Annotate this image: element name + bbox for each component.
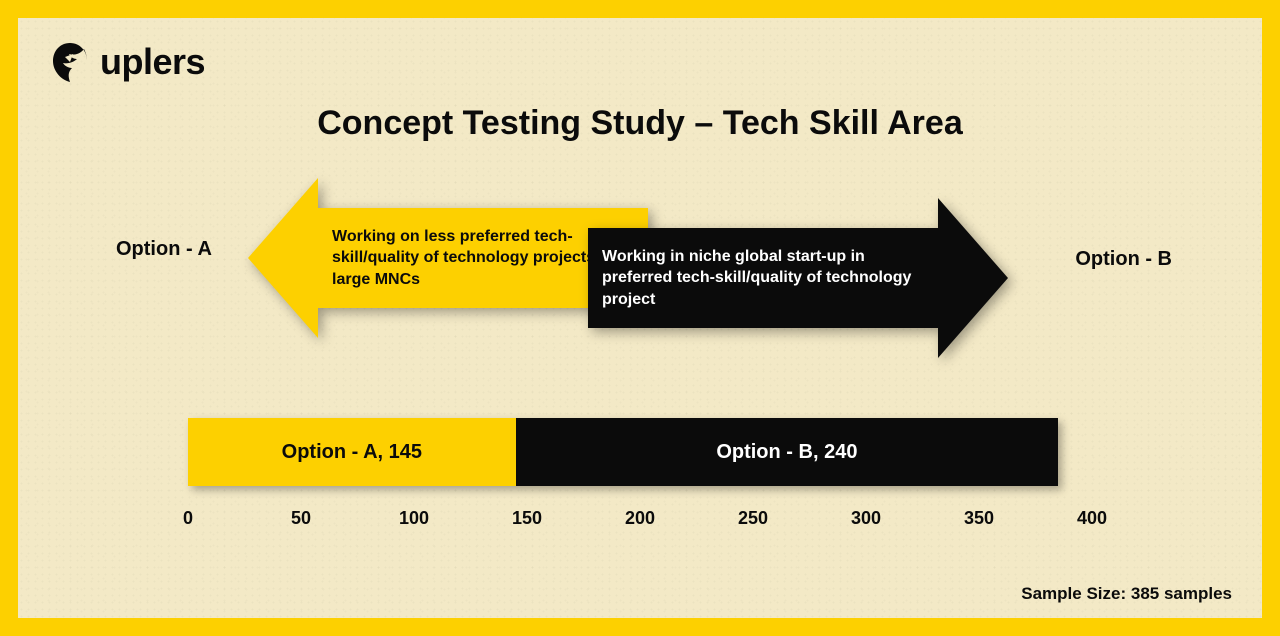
options-arrows: Option - A Option - B Working on less pr… bbox=[98, 168, 1182, 368]
axis-tick: 300 bbox=[851, 508, 881, 529]
option-a-label: Option - A bbox=[116, 238, 212, 261]
option-b-label: Option - B bbox=[1075, 248, 1172, 271]
axis-tick: 100 bbox=[399, 508, 429, 529]
axis-tick: 0 bbox=[183, 508, 193, 529]
bar-segment-a: Option - A, 145 bbox=[188, 418, 516, 486]
axis-tick: 400 bbox=[1077, 508, 1107, 529]
option-b-arrow-body: Working in niche global start-up in pref… bbox=[588, 228, 938, 328]
bar-track: Option - A, 145Option - B, 240 bbox=[188, 418, 1058, 486]
axis-tick: 200 bbox=[625, 508, 655, 529]
axis-tick: 50 bbox=[291, 508, 311, 529]
brand-logo: uplers bbox=[48, 40, 205, 84]
bar-segment-b: Option - B, 240 bbox=[516, 418, 1058, 486]
brand-name: uplers bbox=[100, 41, 205, 83]
infographic-canvas: uplers Concept Testing Study – Tech Skil… bbox=[18, 18, 1262, 618]
axis-tick: 250 bbox=[738, 508, 768, 529]
option-b-arrow: Working in niche global start-up in pref… bbox=[588, 198, 1008, 358]
axis-tick: 350 bbox=[964, 508, 994, 529]
results-bar-chart: Option - A, 145Option - B, 240 050100150… bbox=[188, 418, 1092, 548]
arrow-left-head-icon bbox=[248, 178, 318, 338]
uplers-mark-icon bbox=[48, 40, 92, 84]
page-title: Concept Testing Study – Tech Skill Area bbox=[18, 104, 1262, 143]
x-axis: 050100150200250300350400 bbox=[188, 508, 1092, 532]
option-b-description: Working in niche global start-up in pref… bbox=[602, 246, 924, 311]
sample-size-note: Sample Size: 385 samples bbox=[1021, 584, 1232, 604]
axis-tick: 150 bbox=[512, 508, 542, 529]
arrow-right-head-icon bbox=[938, 198, 1008, 358]
